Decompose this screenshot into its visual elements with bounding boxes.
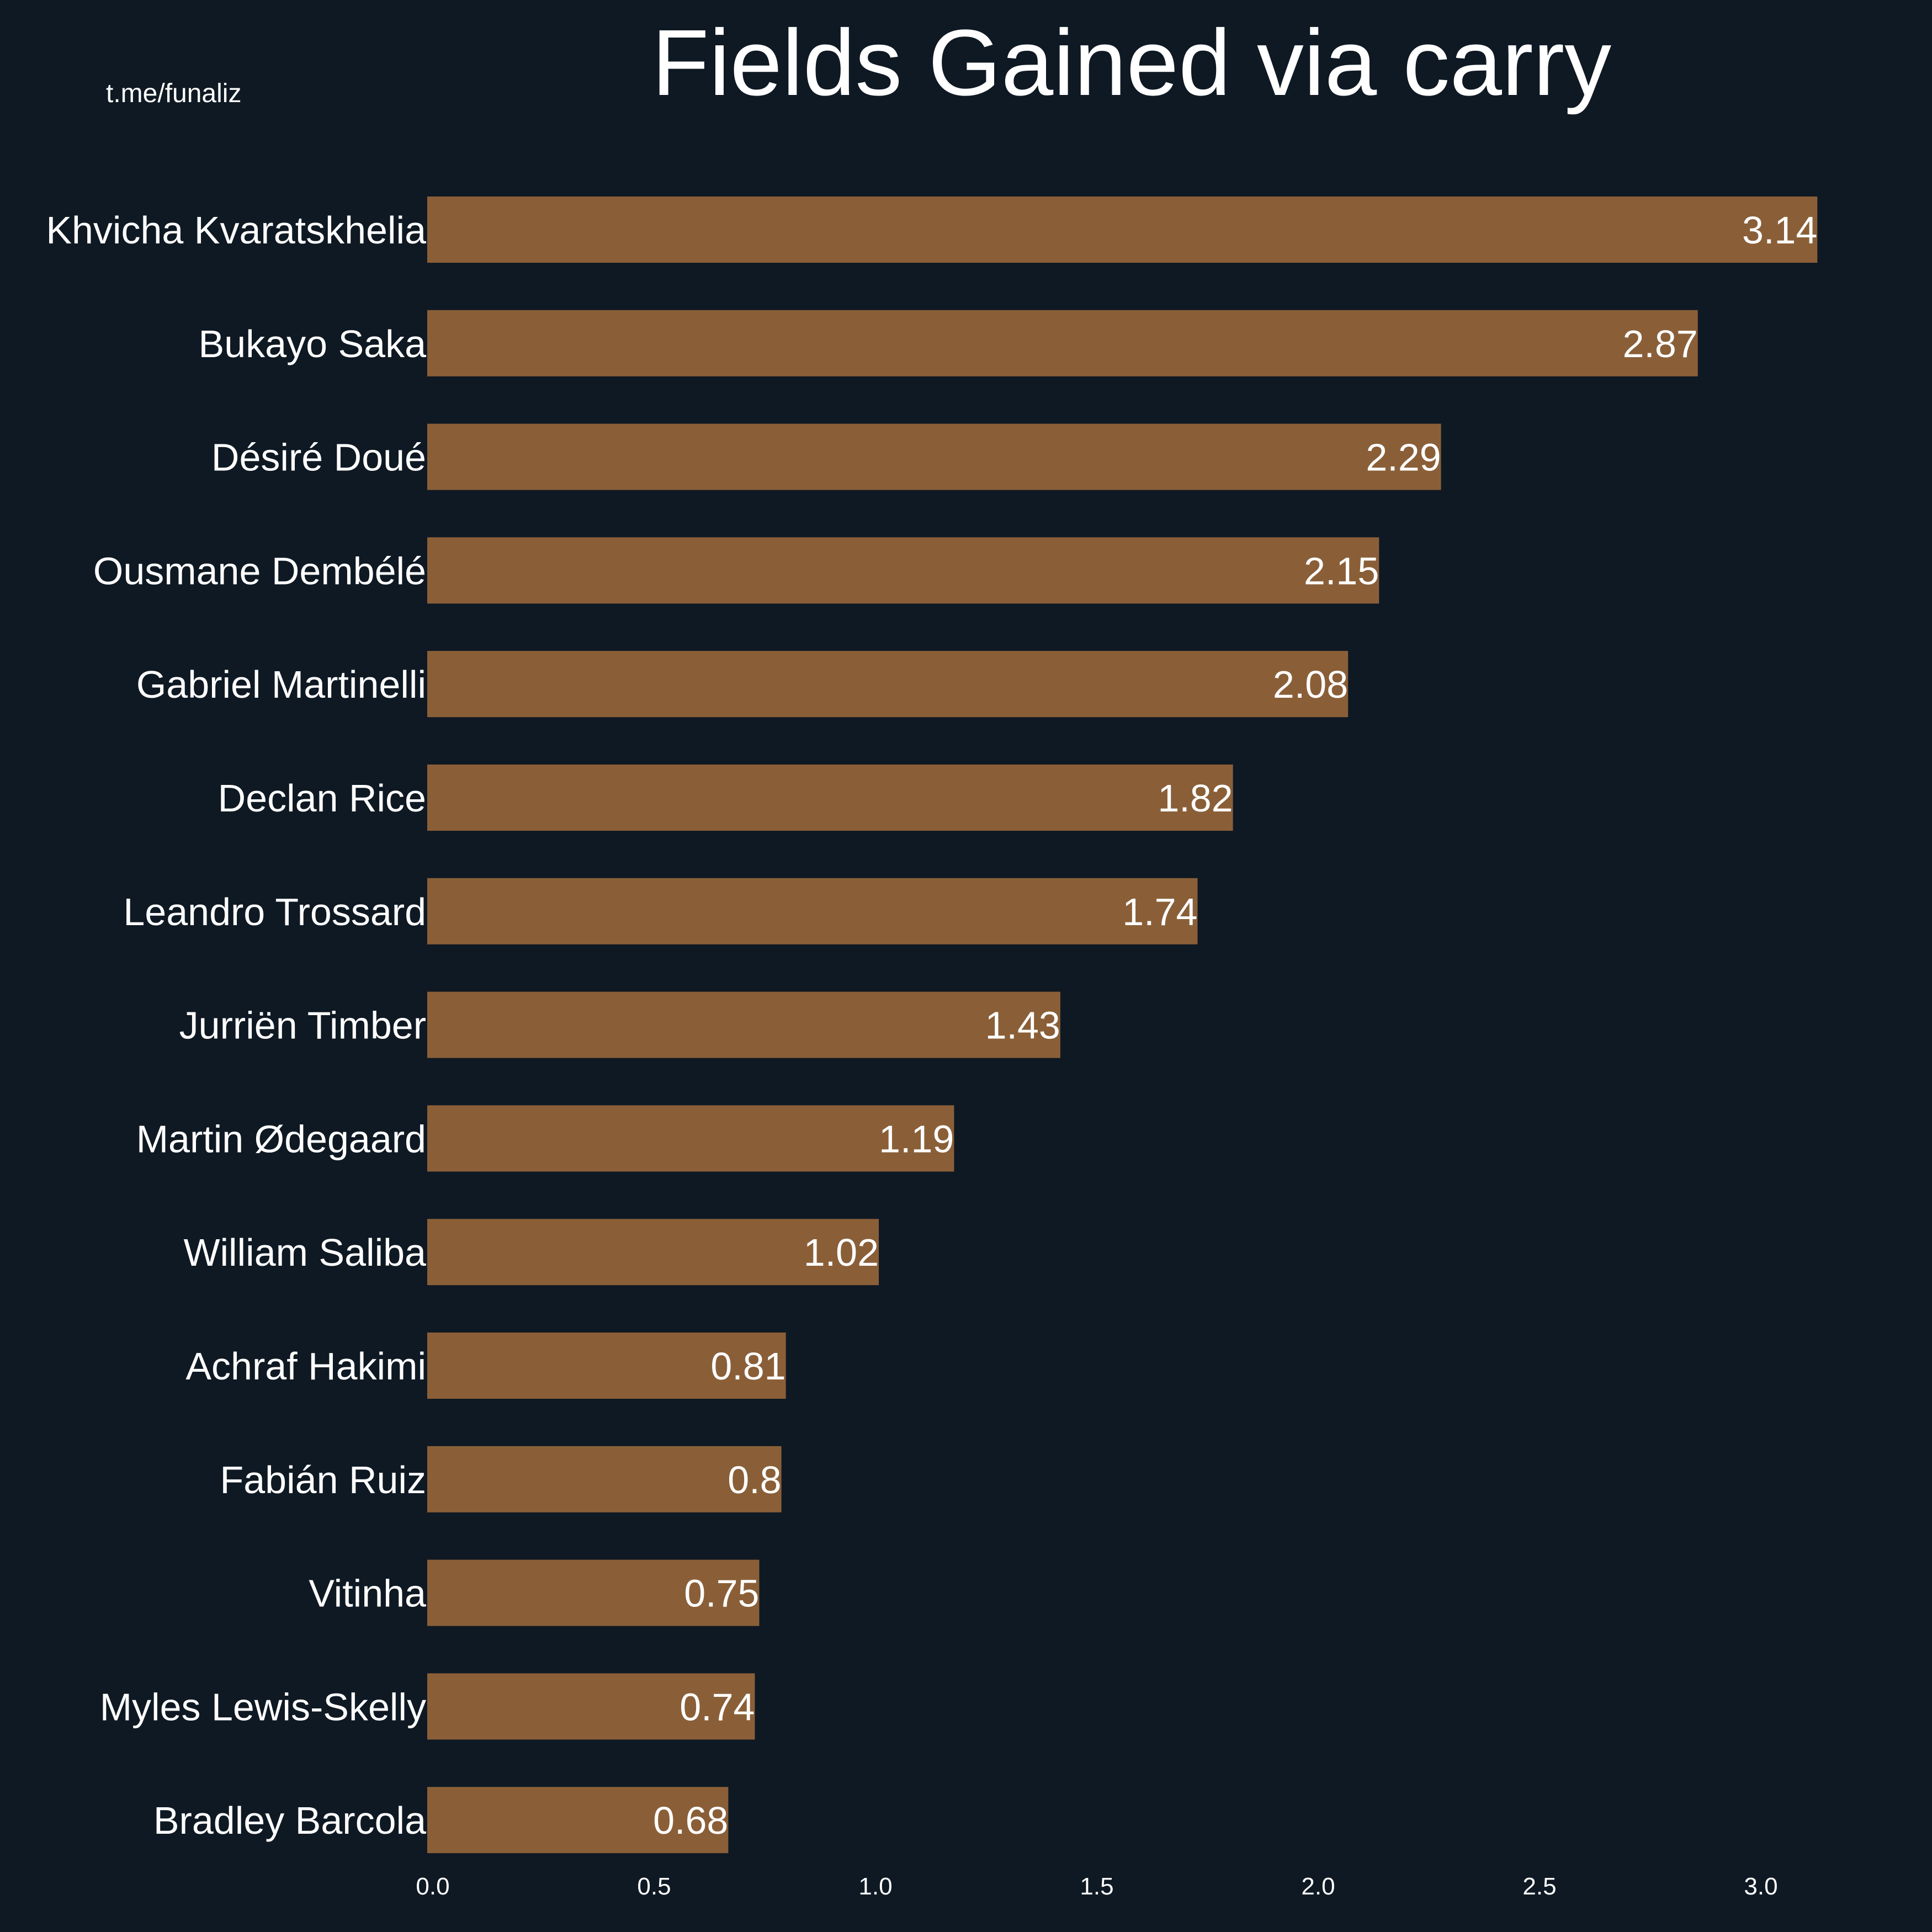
value-label-jurrien-timber: 1.43 (985, 1004, 1060, 1047)
category-label-bukayo-saka: Bukayo Saka (199, 322, 427, 365)
bar-fabian-ruiz (427, 1446, 782, 1512)
value-label-bradley-barcola: 0.68 (653, 1799, 728, 1842)
value-label-william-saliba: 1.02 (804, 1231, 879, 1274)
value-label-khvicha-kvaratskhelia: 3.14 (1742, 209, 1817, 252)
category-label-leandro-trossard: Leandro Trossard (123, 890, 426, 933)
bar-gabriel-martinelli (427, 651, 1349, 718)
value-label-martin-odegaard: 1.19 (879, 1117, 954, 1160)
watermark: t.me/funaliz (106, 79, 241, 108)
bar-jurrien-timber (427, 991, 1060, 1058)
value-label-vitinha: 0.75 (684, 1572, 759, 1615)
category-label-william-saliba: William Saliba (183, 1231, 426, 1274)
value-label-declan-rice: 1.82 (1158, 777, 1233, 820)
category-label-khvicha-kvaratskhelia: Khvicha Kvaratskhelia (46, 209, 426, 252)
x-tick-label-3-0: 3.0 (1744, 1873, 1777, 1900)
category-labels-group: Khvicha Kvaratskhelia Bukayo Saka Désiré D… (46, 209, 426, 1842)
bar-achraf-hakimi (427, 1333, 786, 1399)
value-label-fabian-ruiz: 0.8 (728, 1458, 781, 1501)
x-tick-label-2-5: 2.5 (1522, 1873, 1556, 1900)
category-label-declan-rice: Declan Rice (218, 777, 426, 820)
bar-leandro-trossard (427, 878, 1198, 944)
category-label-bradley-barcola: Bradley Barcola (153, 1799, 426, 1842)
value-label-gabriel-martinelli: 2.08 (1273, 663, 1348, 706)
category-label-myles-lewis-skelly: Myles Lewis-Skelly (100, 1685, 426, 1728)
category-label-vitinha: Vitinha (309, 1572, 426, 1615)
bar-khvicha-kvaratskhelia (427, 197, 1818, 263)
x-axis-ticks-group: 0.0 0.5 1.0 1.5 2.0 2.5 3.0 (416, 1873, 1777, 1900)
category-label-gabriel-martinelli: Gabriel Martinelli (136, 663, 426, 706)
category-label-achraf-hakimi: Achraf Hakimi (185, 1345, 426, 1388)
value-label-desire-doue: 2.29 (1366, 436, 1441, 479)
value-label-myles-lewis-skelly: 0.74 (680, 1685, 755, 1728)
x-tick-label-0-0: 0.0 (416, 1873, 449, 1900)
category-label-desire-doue: Désiré Doué (211, 436, 426, 479)
bars-group: 3.14 2.87 2.29 2.15 2.08 1.82 1.74 1.43 1.19 1.02… (427, 197, 1818, 1854)
value-label-leandro-trossard: 1.74 (1122, 890, 1197, 933)
bar-william-saliba (427, 1219, 879, 1286)
value-label-achraf-hakimi: 0.81 (710, 1345, 785, 1388)
bar-ousmane-dembele (427, 537, 1379, 604)
bar-bradley-barcola (427, 1787, 729, 1854)
value-label-ousmane-dembele: 2.15 (1304, 549, 1379, 592)
bar-martin-odegaard (427, 1105, 954, 1172)
category-label-fabian-ruiz: Fabián Ruiz (220, 1458, 426, 1501)
category-label-jurrien-timber: Jurriën Timber (179, 1004, 426, 1047)
bar-desire-doue (427, 423, 1441, 490)
x-tick-label-0-5: 0.5 (637, 1873, 671, 1900)
value-label-bukayo-saka: 2.87 (1622, 322, 1697, 365)
chart-title: Fields Gained via carry (652, 10, 1611, 115)
x-tick-label-2-0: 2.0 (1301, 1873, 1335, 1900)
x-tick-label-1-0: 1.0 (858, 1873, 892, 1900)
bar-myles-lewis-skelly (427, 1673, 755, 1740)
bar-vitinha (427, 1559, 760, 1626)
category-label-martin-odegaard: Martin Ødegaard (136, 1117, 426, 1160)
category-label-ousmane-dembele: Ousmane Dembélé (93, 549, 426, 592)
bar-bukayo-saka (427, 310, 1698, 376)
x-tick-label-1-5: 1.5 (1080, 1873, 1113, 1900)
bar-declan-rice (427, 765, 1233, 831)
